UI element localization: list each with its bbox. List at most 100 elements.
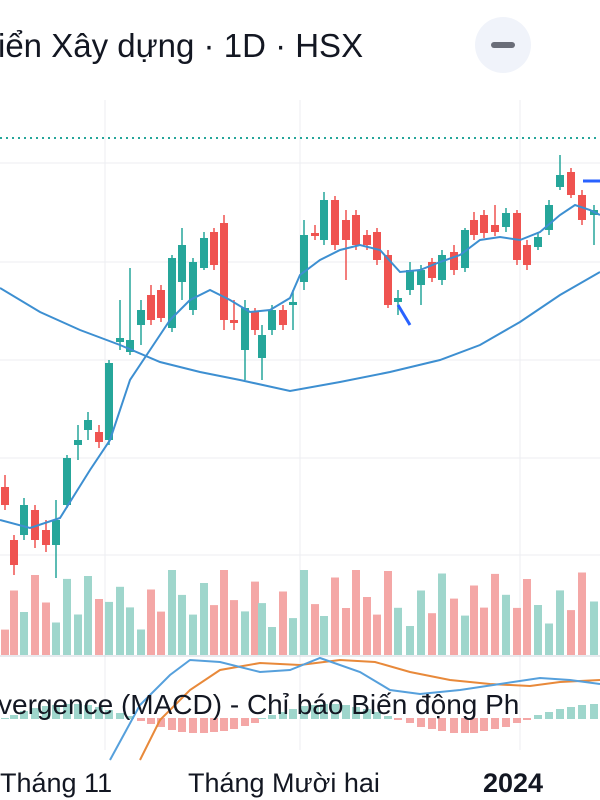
candle-body: [126, 340, 134, 352]
histogram-bar: [126, 716, 134, 719]
minus-icon: [491, 42, 515, 48]
volume-bar: [168, 570, 176, 655]
candle-body: [450, 252, 458, 270]
histogram-bar: [220, 718, 228, 731]
histogram-bar: [200, 718, 208, 733]
histogram-bar: [52, 705, 60, 719]
volume-bar: [534, 605, 542, 655]
volume-bar: [289, 618, 297, 655]
candle-body: [52, 520, 60, 545]
volume-bar: [406, 626, 414, 655]
histogram-bar: [251, 718, 259, 723]
volume-bar: [126, 607, 134, 655]
candle-body: [105, 363, 113, 440]
x-axis-label: Tháng Mười hai: [188, 768, 380, 798]
histogram-bar: [470, 718, 478, 733]
volume-bar: [200, 583, 208, 655]
candle-body: [373, 232, 381, 260]
volume-bar: [258, 603, 266, 655]
x-axis-label: 2024: [483, 768, 543, 798]
volume-bar: [241, 611, 249, 655]
histogram-bar: [63, 704, 71, 719]
histogram-bar: [331, 704, 339, 719]
histogram-bar: [168, 718, 176, 730]
volume-bar: [137, 629, 145, 655]
candle-body: [428, 262, 436, 278]
candle-body: [513, 213, 521, 260]
candle-body: [331, 200, 339, 245]
histogram-bar: [300, 706, 308, 719]
candle-body: [220, 223, 228, 320]
volume-bar: [450, 598, 458, 655]
histogram-bar: [105, 710, 113, 719]
candle-body: [84, 420, 92, 430]
candle-body: [480, 215, 488, 233]
short-moving-average: [0, 203, 600, 530]
candle-body: [384, 255, 392, 305]
histogram-bar: [567, 707, 575, 719]
histogram-bar: [258, 718, 266, 719]
candle-body: [394, 298, 402, 302]
histogram-bar: [342, 705, 350, 719]
volume-bar: [331, 577, 339, 655]
candle-body: [311, 233, 319, 236]
histogram-bar: [545, 712, 553, 719]
candle-body: [342, 220, 350, 240]
candle-body: [461, 230, 469, 268]
candles: [1, 155, 598, 578]
drawing-line: [396, 304, 412, 326]
candle-body: [42, 530, 50, 545]
candle-body: [200, 238, 208, 268]
macd-line: [109, 656, 600, 761]
histogram-bar: [210, 718, 218, 732]
candle-body: [1, 487, 9, 505]
histogram-bar: [373, 712, 381, 719]
histogram-bar: [116, 713, 124, 719]
candle-body: [20, 505, 28, 535]
volume-bar: [590, 601, 598, 655]
volume-bar: [320, 616, 328, 655]
histogram-bar: [10, 715, 18, 719]
volume-bar: [31, 575, 39, 655]
volume-bar: [279, 591, 287, 655]
histogram-bar: [178, 718, 186, 732]
histogram-bar: [230, 718, 238, 729]
histogram-bar: [502, 718, 510, 727]
candle-body: [491, 225, 499, 232]
candle-body: [567, 172, 575, 195]
candle-body: [241, 308, 249, 350]
candle-body: [289, 302, 297, 305]
volume-bar: [342, 608, 350, 655]
volume-bar: [220, 570, 228, 655]
candle-body: [251, 312, 259, 330]
candle-body: [279, 310, 287, 325]
histogram-bar: [20, 711, 28, 719]
volume-bar: [438, 573, 446, 655]
long-moving-average: [0, 271, 600, 393]
volume-bar: [363, 597, 371, 655]
candle-body: [320, 200, 328, 240]
volume-bar: [10, 590, 18, 655]
volume-bar: [300, 570, 308, 655]
indicator-label: vergence (MACD) - Chỉ báo Biến động Ph: [0, 689, 519, 720]
histogram-bar: [147, 718, 155, 724]
volume-bar: [116, 586, 124, 655]
candle-body: [95, 432, 103, 442]
candle-body: [268, 310, 276, 330]
volume-bar: [147, 589, 155, 655]
volume-bar: [513, 607, 521, 655]
volume-bar: [178, 594, 186, 655]
candle-body: [502, 213, 510, 227]
x-axis-label: Tháng 11: [0, 768, 112, 798]
histogram-bar: [84, 705, 92, 719]
histogram-bar: [311, 705, 319, 719]
candle-body: [534, 237, 542, 247]
volume-bar: [417, 590, 425, 655]
histogram-bar: [480, 718, 488, 731]
histogram-bar: [534, 715, 542, 719]
volume-bar: [480, 607, 488, 655]
volume-bar: [545, 623, 553, 655]
histogram-bar: [556, 709, 564, 719]
candle-body: [31, 510, 39, 540]
macd-histogram: [1, 704, 598, 733]
